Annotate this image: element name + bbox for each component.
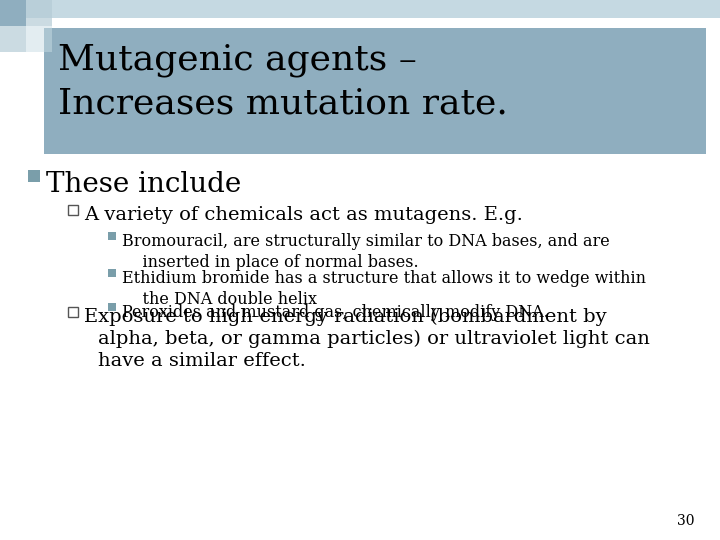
Bar bbox=[26, 0, 52, 26]
Text: A variety of chemicals act as mutagens. E.g.: A variety of chemicals act as mutagens. … bbox=[84, 206, 523, 224]
Bar bbox=[108, 303, 116, 311]
Bar bbox=[108, 232, 116, 240]
Text: have a similar effect.: have a similar effect. bbox=[98, 352, 306, 370]
Text: Ethidium bromide has a structure that allows it to wedge within
    the DNA doub: Ethidium bromide has a structure that al… bbox=[122, 270, 646, 308]
Text: alpha, beta, or gamma particles) or ultraviolet light can: alpha, beta, or gamma particles) or ultr… bbox=[98, 330, 650, 348]
Bar bbox=[68, 205, 78, 215]
Bar bbox=[44, 28, 706, 154]
Bar bbox=[68, 307, 78, 317]
Bar bbox=[28, 170, 40, 182]
Text: Increases mutation rate.: Increases mutation rate. bbox=[58, 87, 508, 121]
Text: Exposure to high-energy radiation (bombardment by: Exposure to high-energy radiation (bomba… bbox=[84, 308, 607, 326]
Text: These include: These include bbox=[46, 171, 241, 198]
Text: 30: 30 bbox=[678, 514, 695, 528]
Bar bbox=[26, 26, 52, 52]
Bar bbox=[0, 0, 26, 26]
Bar bbox=[0, 0, 720, 18]
Text: Mutagenic agents –: Mutagenic agents – bbox=[58, 43, 417, 77]
Text: Bromouracil, are structurally similar to DNA bases, and are
    inserted in plac: Bromouracil, are structurally similar to… bbox=[122, 233, 610, 271]
Bar bbox=[108, 269, 116, 277]
Bar bbox=[0, 26, 26, 52]
Text: Peroxides and mustard gas, chemically modify DNA.: Peroxides and mustard gas, chemically mo… bbox=[122, 304, 549, 321]
